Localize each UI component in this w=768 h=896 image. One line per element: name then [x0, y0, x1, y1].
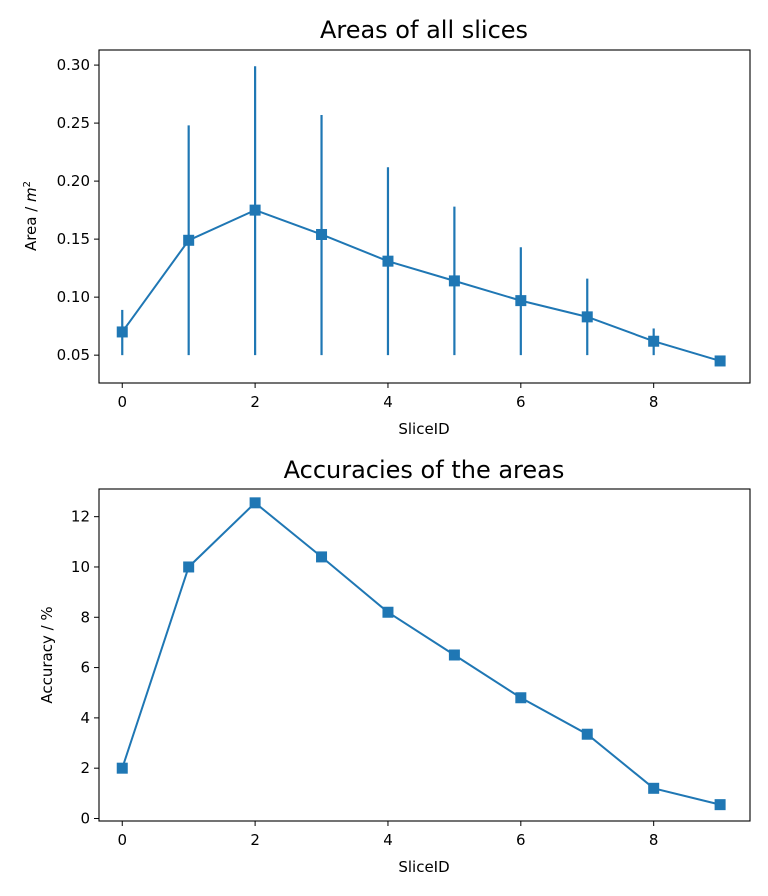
series-line-path — [121, 501, 721, 806]
x-ticks: 0 2 4 6 8 — [117, 821, 658, 849]
x-tick-label: 0 — [117, 831, 127, 849]
x-axis-label: SliceID — [398, 420, 449, 438]
x-tick-label: 6 — [516, 393, 526, 411]
series-line — [121, 501, 721, 806]
series-markers — [116, 204, 726, 367]
series-line — [121, 209, 721, 362]
y-axis-label-main: Area / — [22, 202, 40, 251]
data-point — [515, 692, 527, 704]
y-tick-label: 12 — [71, 508, 90, 526]
data-point — [316, 228, 328, 240]
data-point — [581, 311, 593, 323]
series-line-path — [121, 209, 721, 362]
error-bars — [121, 66, 655, 356]
data-point — [116, 326, 128, 338]
data-point — [316, 551, 328, 563]
y-tick-label: 2 — [80, 759, 90, 777]
data-point — [382, 606, 394, 618]
series-markers — [116, 497, 726, 811]
y-tick-label: 0.20 — [57, 172, 90, 190]
x-tick-label: 8 — [649, 831, 659, 849]
x-tick-label: 0 — [117, 393, 127, 411]
y-tick-label: 10 — [71, 558, 90, 576]
y-tick-label: 0.25 — [57, 114, 90, 132]
y-tick-label: 6 — [80, 659, 90, 677]
y-tick-label: 0.10 — [57, 288, 90, 306]
data-point — [581, 728, 593, 740]
data-point — [249, 497, 261, 509]
y-axis-label: Accuracy / % — [38, 606, 56, 703]
y-axis-label-exponent: 2 — [22, 181, 33, 187]
data-point — [648, 335, 660, 347]
data-point — [183, 561, 195, 573]
y-tick-label: 0 — [80, 809, 90, 827]
x-tick-label: 2 — [250, 393, 260, 411]
y-axis-label: Area / m2 — [22, 181, 40, 251]
data-point — [515, 295, 527, 307]
y-ticks: 0.05 0.10 0.15 0.20 0.25 0.30 — [57, 56, 99, 364]
chart-title: Areas of all slices — [320, 16, 528, 44]
y-tick-label: 0.30 — [57, 56, 90, 74]
x-tick-label: 4 — [383, 831, 393, 849]
data-point — [648, 782, 660, 794]
x-ticks: 0 2 4 6 8 — [117, 383, 658, 411]
data-point — [448, 275, 460, 287]
data-point — [183, 234, 195, 246]
data-point — [249, 204, 261, 216]
x-tick-label: 6 — [516, 831, 526, 849]
data-point — [714, 799, 726, 811]
plot-frame — [98, 488, 751, 822]
y-tick-label: 0.15 — [57, 230, 90, 248]
y-tick-label: 4 — [80, 709, 90, 727]
data-point — [116, 762, 128, 774]
x-tick-label: 4 — [383, 393, 393, 411]
data-point — [448, 649, 460, 661]
data-point — [714, 355, 726, 367]
x-axis-label: SliceID — [398, 858, 449, 876]
y-tick-label: 8 — [80, 608, 90, 626]
x-tick-label: 2 — [250, 831, 260, 849]
chart-title: Accuracies of the areas — [284, 456, 565, 484]
x-tick-label: 8 — [649, 393, 659, 411]
y-axis-label-unit: m — [22, 187, 40, 202]
y-ticks: 0 2 4 6 8 10 12 — [71, 508, 99, 827]
y-tick-label: 0.05 — [57, 346, 90, 364]
plot-frame — [98, 49, 751, 384]
data-point — [382, 255, 394, 267]
